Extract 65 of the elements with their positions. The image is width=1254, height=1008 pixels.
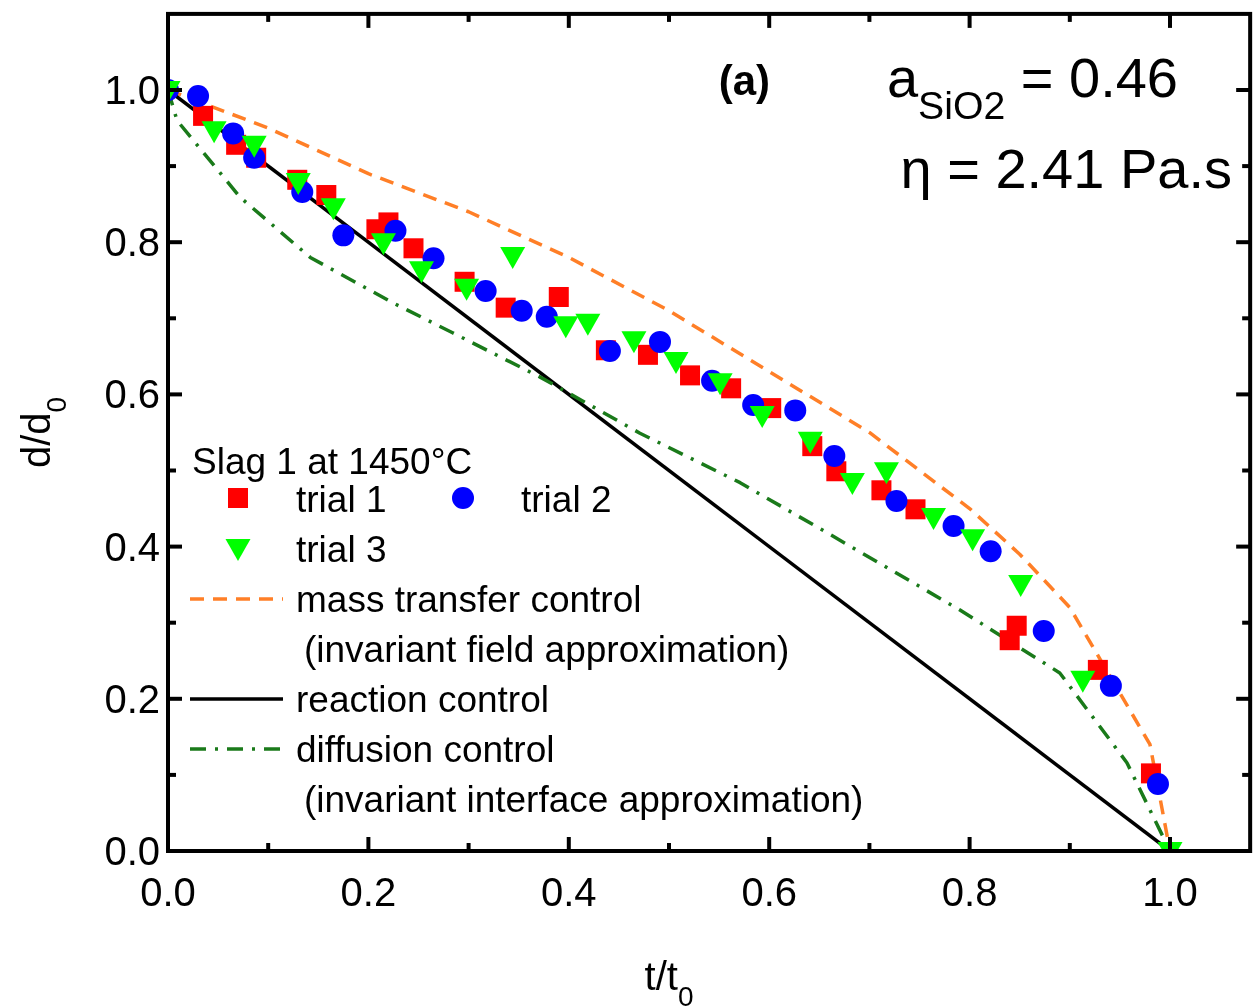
point	[575, 313, 601, 336]
x-tick-label: 0.4	[541, 870, 597, 914]
legend-label: reaction control	[296, 679, 549, 720]
y-tick-label: 0.6	[104, 372, 160, 417]
point	[201, 121, 227, 144]
point	[1006, 615, 1027, 636]
legend-label: mass transfer control (invariant field approximation)	[296, 579, 790, 670]
point	[1070, 670, 1096, 693]
point	[707, 373, 733, 396]
annotation: η = 2.41 Pa.s	[900, 137, 1232, 200]
point	[797, 431, 823, 454]
point	[905, 499, 926, 520]
point	[1146, 773, 1169, 796]
point	[598, 340, 621, 363]
point	[960, 529, 986, 552]
legend-title: Slag 1 at 1450°C	[192, 441, 473, 482]
point	[187, 85, 210, 108]
point	[409, 261, 435, 284]
point	[663, 351, 689, 374]
x-tick-label: 0.8	[941, 870, 998, 914]
legend-label: trial 2	[521, 479, 612, 520]
point	[222, 122, 245, 145]
point	[403, 238, 424, 259]
point	[474, 279, 497, 302]
point	[454, 278, 480, 301]
x-tick-label: 1.0	[1142, 870, 1198, 914]
point	[548, 286, 569, 307]
point	[648, 330, 671, 353]
point	[332, 224, 355, 247]
point	[873, 462, 899, 485]
legend-label: trial 3	[296, 529, 387, 570]
point	[320, 198, 346, 221]
point	[535, 305, 558, 328]
x-tick-label: 0.6	[741, 870, 797, 914]
point	[1099, 674, 1122, 697]
point	[1032, 620, 1055, 643]
point	[510, 299, 533, 322]
point	[500, 246, 526, 269]
annotation: (a)	[718, 57, 770, 104]
point	[553, 316, 579, 339]
point	[621, 331, 647, 354]
y-tick-label: 0.4	[104, 524, 160, 569]
point	[749, 405, 775, 428]
y-tick-label: 0.0	[104, 829, 160, 873]
point	[1008, 574, 1034, 597]
point	[839, 472, 865, 495]
point	[241, 135, 267, 158]
point	[979, 540, 1002, 563]
legend-label: trial 1	[296, 479, 387, 520]
y-tick-label: 0.8	[104, 220, 160, 265]
x-tick-label: 0.2	[340, 870, 397, 914]
annotation: a$_{SiO2}$ = 0.46	[886, 46, 1178, 127]
point	[784, 399, 807, 422]
point	[680, 365, 701, 386]
x-axis-title: t/t$_{0}$	[644, 954, 694, 1008]
point	[285, 173, 311, 196]
point	[942, 515, 965, 538]
x-tick-label: 0.0	[140, 870, 196, 914]
point	[370, 233, 396, 256]
point	[921, 507, 947, 530]
legend-label: diffusion control (invariant interface approximation)	[296, 729, 864, 820]
point	[823, 445, 846, 468]
point	[885, 489, 908, 512]
y-tick-label: 0.2	[104, 676, 160, 721]
y-tick-label: 1.0	[104, 68, 160, 112]
